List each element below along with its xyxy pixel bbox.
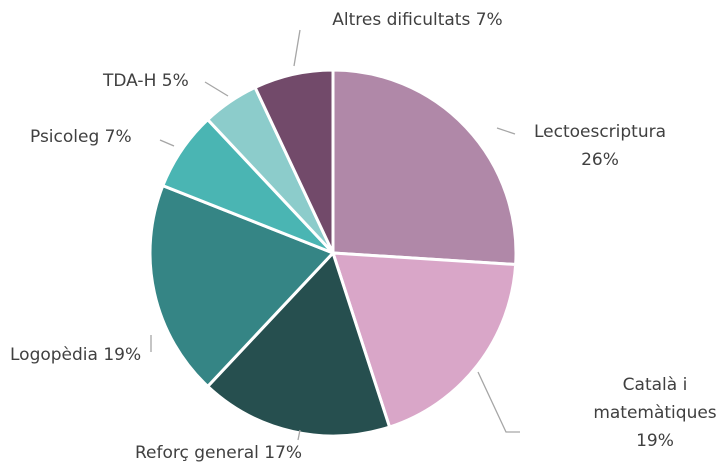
category-label: Altres dificultats: [332, 10, 471, 30]
value-label: 7%: [104, 127, 132, 147]
leader-line: [496, 127, 516, 135]
leader-line: [297, 429, 301, 441]
category-label: Logopèdia: [10, 345, 98, 365]
category-label: Català i matemàtiques: [593, 375, 717, 423]
slice-label: Altres dificultats 7%: [330, 6, 505, 34]
category-label: TDA-H: [103, 71, 157, 91]
value-label: 7%: [475, 10, 503, 30]
slice-label: Lectoescriptura 26%: [525, 118, 675, 174]
leader-line: [293, 29, 301, 67]
pie-slice: [330, 251, 518, 429]
slice-label: Logopèdia 19%: [10, 341, 180, 369]
value-label: 19%: [636, 431, 674, 451]
value-label: 19%: [103, 345, 142, 365]
category-label: Lectoescriptura: [533, 122, 667, 142]
value-label: 5%: [161, 71, 189, 91]
slice-label: Psicoleg 7%: [30, 123, 170, 151]
pie-slice: [205, 250, 392, 438]
category-label: Psicoleg: [30, 127, 100, 147]
leader-line: [204, 81, 229, 97]
leader-line: [477, 371, 520, 433]
pie-slice: [331, 68, 518, 267]
slice-label: Reforç general 17%: [135, 439, 335, 467]
value-label: 26%: [581, 150, 619, 170]
value-label: 17%: [264, 443, 303, 463]
leader-line: [159, 139, 175, 147]
pie-slice: [253, 68, 335, 254]
category-label: Reforç general: [135, 443, 259, 463]
slice-label: Català i matemàtiques 19%: [575, 371, 728, 455]
slice-label: TDA-H 5%: [103, 67, 223, 95]
